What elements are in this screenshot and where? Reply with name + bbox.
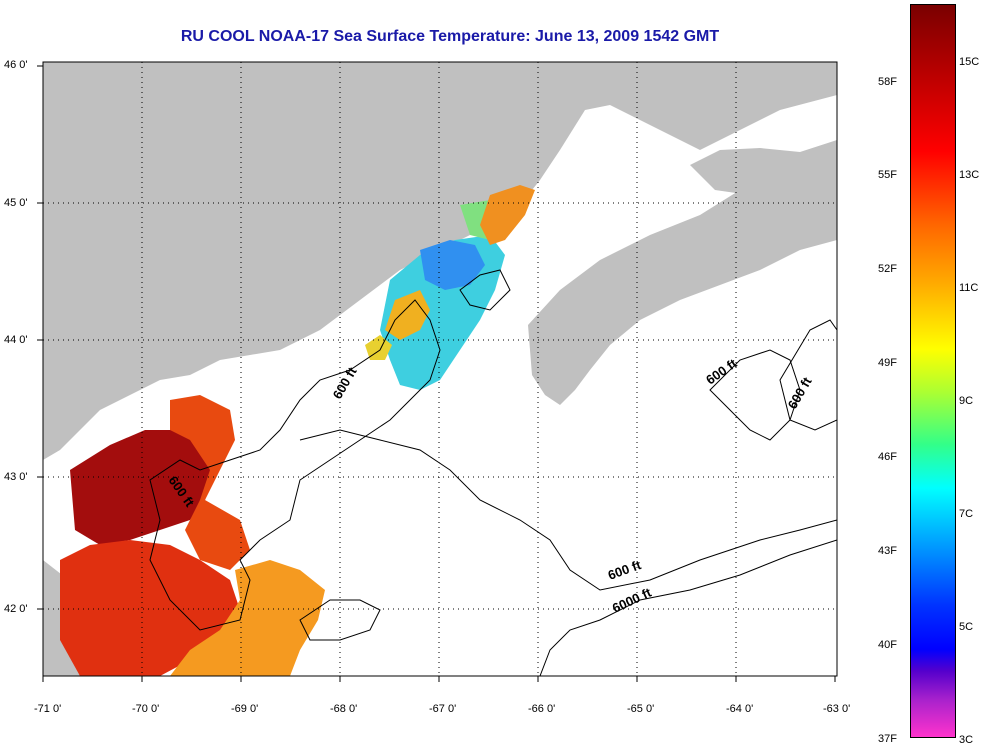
lat-label-46: 46 0' <box>4 59 28 71</box>
sst-patch-fundy-orange <box>480 185 535 245</box>
colorbar-c-11: 11C <box>959 282 979 294</box>
colorbar-f-52: 52F <box>878 263 897 275</box>
colorbar-c-5: 5C <box>959 621 974 633</box>
sst-patch-orange-red <box>170 395 250 570</box>
colorbar-c-7: 7C <box>959 508 974 520</box>
lat-label-43: 43 0' <box>4 471 28 483</box>
colorbar-f-55: 55F <box>878 169 897 181</box>
lon-label-65: -65 0' <box>627 703 655 715</box>
contour-600ft-east1 <box>709 349 801 441</box>
contour-600ft-east2 <box>779 319 837 431</box>
lon-label-70: -70 0' <box>132 703 160 715</box>
colorbar-f-49: 49F <box>878 357 897 369</box>
colorbar-f-46: 46F <box>878 451 897 463</box>
lon-label-67: -67 0' <box>429 703 457 715</box>
colorbar-f-43: 43F <box>878 545 897 557</box>
colorbar-f-40: 40F <box>878 639 897 651</box>
contour-600ft-west <box>149 299 441 631</box>
axis-ticks <box>37 65 836 682</box>
sst-patch-blue <box>420 240 485 290</box>
contour-6000ft <box>539 539 837 676</box>
lon-label-63: -63 0' <box>823 703 851 715</box>
colorbar-c-13: 13C <box>959 169 980 181</box>
temperature-colorbar <box>910 4 956 738</box>
colorbar-f-37: 37F <box>878 733 897 745</box>
sst-patch-orange <box>170 560 325 676</box>
contour-bank <box>299 599 381 641</box>
mainland-land <box>43 62 837 460</box>
sst-patch-small-yellow <box>365 335 392 360</box>
colorbar-c-15: 15C <box>959 56 980 68</box>
lon-label-64: -64 0' <box>726 703 754 715</box>
contour-600ft-ne <box>459 269 511 311</box>
sst-patch-red <box>60 540 240 676</box>
depth-contours <box>149 269 837 676</box>
cape-breton-land <box>690 140 837 195</box>
lon-label-69: -69 0' <box>231 703 259 715</box>
colorbar-c-3: 3C <box>959 734 974 746</box>
map-title: RU COOL NOAA-17 Sea Surface Temperature:… <box>180 28 720 45</box>
nova-scotia-land <box>528 150 837 405</box>
map-frame <box>42 61 838 677</box>
colorbar-c-9: 9C <box>959 395 974 407</box>
contour-600ft-central <box>299 429 837 591</box>
lon-label-71: -71 0' <box>34 703 62 715</box>
lat-label-44: 44 0' <box>4 334 28 346</box>
sst-patch-yellow-orange <box>385 290 430 340</box>
lon-label-68: -68 0' <box>330 703 358 715</box>
colorbar-f-58: 58F <box>878 76 897 88</box>
lat-label-45: 45 0' <box>4 197 28 209</box>
lon-label-66: -66 0' <box>528 703 556 715</box>
lat-label-42: 42 0' <box>4 603 28 615</box>
